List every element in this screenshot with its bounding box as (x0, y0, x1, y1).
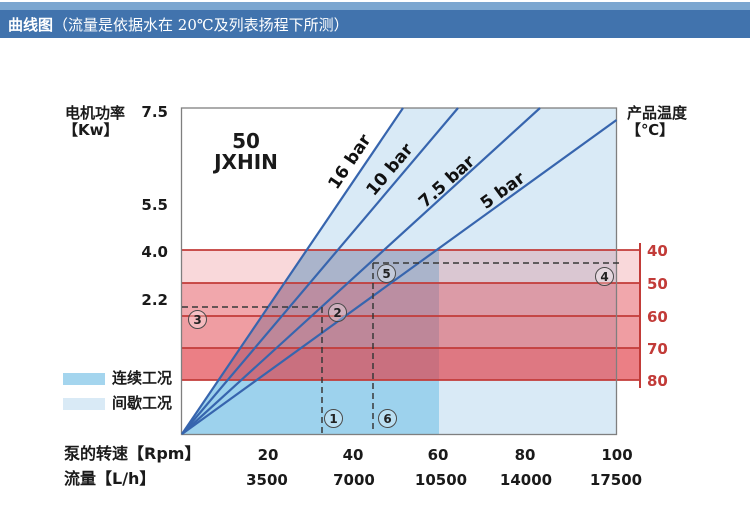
flow-tick-3500: 3500 (246, 471, 288, 489)
header-top-strip (0, 2, 750, 10)
marker-3: 3 (188, 310, 207, 329)
curve-5bar (181, 119, 618, 435)
left-tick-7-5: 7.5 (141, 103, 168, 121)
temp-tick-70: 70 (647, 340, 668, 358)
rpm-tick-80: 80 (514, 446, 536, 464)
temp-tick-60: 60 (647, 308, 668, 326)
header-bar: 曲线图（流量是依据水在 20℃及列表扬程下所测） (0, 10, 750, 38)
temperature-bands (181, 249, 640, 381)
page-title: 曲线图（流量是依据水在 20℃及列表扬程下所测） (0, 14, 349, 35)
right-axis-unit: 【℃】 (626, 121, 675, 139)
left-tick-2-2: 2.2 (141, 291, 168, 309)
flow-tick-7000: 7000 (333, 471, 375, 489)
legend-swatch-continuous (63, 373, 105, 385)
right-axis-title: 产品温度 (627, 104, 688, 122)
curve-16bar (181, 107, 404, 435)
flow-tick-14000: 14000 (499, 471, 553, 489)
left-axis-title: 电机功率 (65, 104, 126, 122)
flow-tick-10500: 10500 (414, 471, 468, 489)
curve-10bar (181, 107, 459, 435)
flow-tick-17500: 17500 (589, 471, 643, 489)
legend-label-intermittent: 间歇工况 (112, 394, 173, 412)
model-size: 50 (232, 129, 260, 153)
rpm-tick-60: 60 (427, 446, 449, 464)
pressure-curves (181, 107, 618, 435)
marker-5: 5 (377, 264, 396, 283)
left-tick-4-0: 4.0 (141, 243, 168, 261)
rpm-axis-title: 泵的转速【Rpm】 (64, 444, 201, 463)
marker-2: 2 (328, 303, 347, 322)
marker-4: 4 (595, 267, 614, 286)
marker-6: 6 (378, 409, 397, 428)
temp-tick-50: 50 (647, 275, 668, 293)
page-title-rest: （流量是依据水在 20℃及列表扬程下所测） (53, 15, 349, 34)
rpm-tick-100: 100 (601, 446, 633, 464)
curve-7-5bar (181, 107, 541, 435)
left-tick-5-5: 5.5 (141, 196, 168, 214)
legend-swatch-intermittent (63, 398, 105, 410)
page-title-prefix: 曲线图 (8, 15, 54, 34)
flow-axis-title: 流量【L/h】 (64, 469, 156, 488)
guide-lines (182, 262, 621, 433)
temp-tick-40: 40 (647, 242, 668, 260)
rpm-tick-40: 40 (342, 446, 364, 464)
model-name: JXHIN (214, 150, 278, 174)
plot-border (180, 107, 618, 436)
temp-tick-80: 80 (647, 372, 668, 390)
legend-label-continuous: 连续工况 (112, 369, 173, 387)
marker-1: 1 (324, 409, 343, 428)
rpm-tick-20: 20 (257, 446, 279, 464)
model-label: 50 JXHIN (214, 131, 278, 173)
left-axis-unit: 【Kw】 (63, 121, 119, 139)
